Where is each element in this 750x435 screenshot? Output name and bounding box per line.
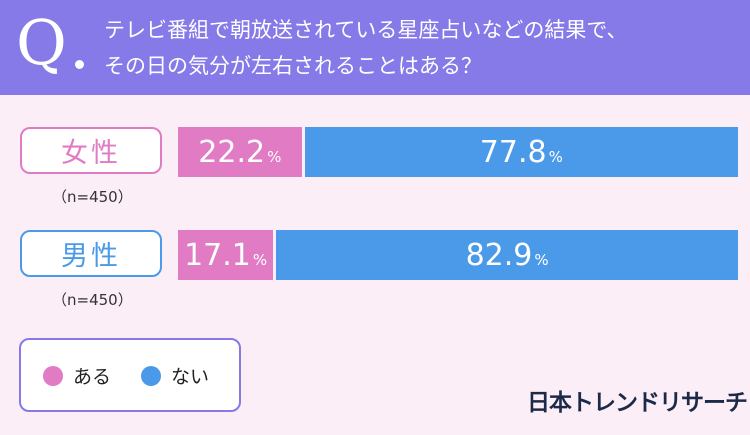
unit-label: % — [534, 251, 549, 269]
bar-female-nai: 77.8% — [304, 127, 738, 177]
question-header: Q テレビ番組で朝放送されている星座占いなどの結果で、 その日の気分が左右される… — [0, 0, 750, 95]
legend: ある ない — [19, 338, 241, 412]
value-label-female-aru: 22.2 — [198, 134, 266, 170]
question-line-2: その日の気分が左右されることはある？ — [104, 54, 482, 78]
legend-item-aru: ある — [43, 362, 111, 389]
legend-label-nai: ない — [171, 366, 210, 388]
unit-label: % — [252, 251, 268, 269]
bar-row-female: 22.2% 77.8% — [178, 127, 738, 177]
sample-size-male: （n=450） — [52, 291, 133, 309]
sample-size-female: （n=450） — [52, 188, 133, 206]
question-text: テレビ番組で朝放送されている星座占いなどの結果で、 その日の気分が左右されること… — [104, 12, 744, 84]
legend-dot-nai-icon — [141, 365, 161, 386]
q-mark: Q — [16, 6, 67, 79]
q-dot-icon — [75, 60, 84, 69]
bar-male-nai: 82.9% — [276, 230, 738, 280]
bar-female-aru: 22.2% — [178, 127, 302, 177]
bar-male-aru: 17.1% — [178, 230, 274, 280]
question-line-1: テレビ番組で朝放送されている星座占いなどの結果で、 — [104, 18, 628, 42]
unit-label: % — [548, 148, 563, 166]
category-label-female: 女性 — [20, 127, 162, 174]
legend-item-nai: ない — [141, 362, 209, 389]
brand-logo: 日本トレンドリサーチ — [527, 390, 748, 416]
value-label-male-aru: 17.1 — [184, 237, 251, 273]
bar-row-male: 17.1% 82.9% — [178, 230, 738, 280]
value-label-female-nai: 77.8 — [479, 134, 547, 170]
legend-dot-aru-icon — [43, 365, 63, 386]
value-label-male-nai: 82.9 — [465, 237, 533, 273]
unit-label: % — [267, 148, 282, 166]
category-label-male: 男性 — [20, 230, 162, 277]
legend-label-aru: ある — [73, 366, 112, 388]
